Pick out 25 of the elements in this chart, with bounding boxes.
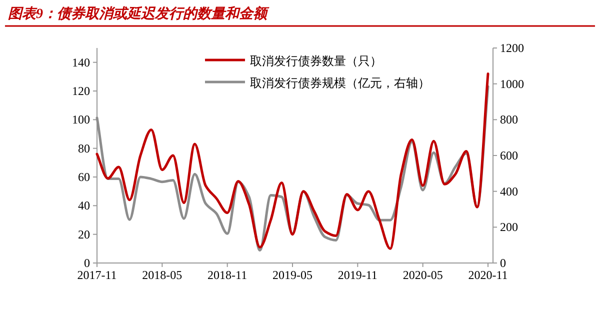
x-tick-label: 2020-11 bbox=[468, 268, 508, 282]
legend-label: 取消发行债券规模（亿元，右轴） bbox=[250, 76, 430, 90]
y2-tick-label: 1000 bbox=[500, 76, 524, 91]
y-tick-label: 60 bbox=[78, 170, 90, 184]
legend-label: 取消发行债券数量（只） bbox=[250, 54, 382, 68]
y-tick-label: 120 bbox=[72, 84, 90, 98]
y-tick-label: 100 bbox=[72, 112, 90, 127]
x-tick-label: 2018-11 bbox=[208, 268, 248, 282]
x-tick-label: 2019-11 bbox=[338, 268, 378, 282]
y-tick-label: 20 bbox=[78, 227, 90, 242]
x-tick-label: 2018-05 bbox=[142, 268, 182, 282]
chart-title: 图表9：债券取消或延迟发行的数量和金额 bbox=[8, 5, 270, 22]
y2-tick-label: 800 bbox=[500, 112, 518, 127]
y2-tick-label: 0 bbox=[500, 256, 506, 270]
x-tick-label: 2017-11 bbox=[77, 268, 117, 282]
y-tick-label: 40 bbox=[78, 198, 90, 213]
y2-tick-label: 600 bbox=[500, 148, 518, 162]
y-tick-label: 0 bbox=[84, 256, 90, 270]
y2-tick-label: 200 bbox=[500, 220, 518, 234]
y2-tick-label: 400 bbox=[500, 184, 518, 198]
y2-tick-label: 1200 bbox=[500, 41, 524, 55]
x-tick-label: 2020-05 bbox=[402, 268, 443, 282]
y-tick-label: 80 bbox=[78, 141, 90, 156]
x-tick-label: 2019-05 bbox=[272, 268, 312, 282]
y-tick-label: 140 bbox=[72, 55, 90, 70]
